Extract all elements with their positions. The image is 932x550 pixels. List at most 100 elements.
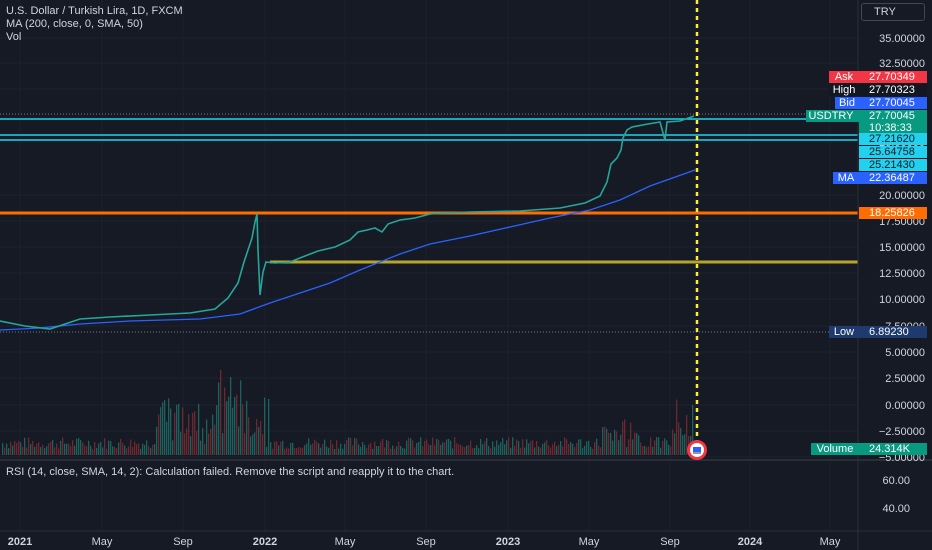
volume-bar — [300, 447, 302, 455]
volume-bar — [294, 447, 296, 455]
volume-bar — [554, 441, 556, 455]
volume-bar — [584, 445, 586, 455]
volume-bar — [312, 443, 314, 455]
volume-bar — [86, 446, 88, 455]
volume-bar — [248, 417, 250, 455]
volume-bar — [108, 440, 110, 455]
volume-bar — [674, 433, 676, 455]
volume-bars — [2, 369, 696, 455]
price-axis-label: 15.00000 — [879, 242, 925, 254]
volume-bar — [220, 369, 222, 455]
volume-bar — [428, 444, 430, 455]
bid-value: 27.70045 — [869, 97, 915, 109]
price-axis-label: −2.50000 — [879, 426, 925, 438]
volume-bar — [430, 445, 432, 455]
price-axis-label: 10.00000 — [879, 294, 925, 306]
volume-bar — [158, 414, 160, 455]
symbol-title[interactable]: U.S. Dollar / Turkish Lira, 1D, FXCM — [6, 5, 183, 17]
volume-bar — [80, 440, 82, 455]
volume-bar — [124, 445, 126, 455]
event-flag-icon[interactable] — [687, 440, 707, 460]
volume-bar — [368, 444, 370, 455]
rsi-axis[interactable]: 60.00 40.00 — [882, 475, 910, 515]
level-tag-2: 25.64758 — [859, 146, 927, 158]
volume-bar — [502, 438, 504, 455]
volume-bar — [510, 447, 512, 455]
price-candles-line[interactable] — [0, 115, 695, 330]
volume-bar — [434, 445, 436, 455]
volume-bar — [150, 448, 152, 455]
symbol-label: USDTRY — [808, 110, 854, 122]
volume-bar — [42, 444, 44, 455]
volume-bar — [306, 443, 308, 455]
volume-bar — [56, 443, 58, 455]
volume-bar — [376, 446, 378, 455]
volume-bar — [214, 424, 216, 455]
volume-bar — [4, 447, 6, 455]
volume-bar — [450, 440, 452, 455]
countdown-value: 10:38:33 — [869, 122, 912, 134]
volume-bar — [330, 439, 332, 455]
volume-bar — [630, 422, 632, 455]
volume-bar — [52, 439, 54, 455]
volume-bar — [236, 394, 238, 455]
volume-bar — [470, 440, 472, 455]
volume-bar — [16, 443, 18, 455]
volume-bar — [582, 447, 584, 455]
volume-bar — [534, 447, 536, 455]
volume-bar — [114, 446, 116, 455]
volume-bar — [106, 448, 108, 455]
volume-bar — [494, 446, 496, 455]
time-axis[interactable]: 2021 May Sep 2022 May Sep 2023 May Sep 2024 May — [8, 536, 841, 548]
volume-bar — [458, 444, 460, 455]
volume-bar — [62, 437, 64, 455]
volume-bar — [290, 443, 292, 455]
volume-bar — [486, 438, 488, 455]
volume-bar — [136, 444, 138, 455]
volume-bar — [360, 446, 362, 455]
volume-bar — [142, 443, 144, 455]
volume-bar — [116, 448, 118, 455]
time-axis-label: 2022 — [253, 536, 277, 548]
volume-bar — [650, 437, 652, 455]
volume-bar — [548, 445, 550, 455]
volume-bar — [226, 401, 228, 455]
volume-bar — [620, 434, 622, 455]
volume-bar — [200, 440, 202, 455]
volume-bar — [468, 444, 470, 455]
volume-bar — [574, 446, 576, 455]
volume-bar — [658, 437, 660, 455]
volume-bar — [454, 437, 456, 455]
volume-bar — [396, 446, 398, 455]
volume-bar — [78, 437, 80, 455]
volume-bar — [328, 447, 330, 455]
volume-bar — [28, 437, 30, 455]
volume-bar — [592, 448, 594, 455]
volume-bar — [504, 444, 506, 455]
volume-bar — [90, 445, 92, 455]
volume-bar — [212, 414, 214, 455]
volume-bar — [488, 446, 490, 455]
volume-bar — [188, 414, 190, 455]
volume-bar — [500, 442, 502, 455]
volume-indicator-label[interactable]: Vol — [6, 31, 22, 43]
volume-bar — [572, 443, 574, 455]
time-axis-label: Sep — [173, 536, 193, 548]
level-value-2: 25.64758 — [869, 146, 915, 158]
volume-bar — [100, 441, 102, 455]
ma-indicator-label[interactable]: MA (200, close, 0, SMA, 50) — [6, 18, 143, 30]
volume-bar — [178, 403, 180, 455]
volume-bar — [586, 441, 588, 455]
volume-bar — [20, 442, 22, 455]
volume-bar — [82, 442, 84, 455]
volume-bar — [568, 443, 570, 455]
volume-bar — [544, 442, 546, 455]
currency-button[interactable]: TRY — [861, 3, 925, 21]
moving-average-line[interactable] — [0, 169, 696, 331]
volume-bar — [562, 446, 564, 455]
volume-bar — [522, 439, 524, 455]
volume-bar — [460, 444, 462, 455]
price-axis-label: 12.50000 — [879, 268, 925, 280]
volume-bar — [348, 437, 350, 455]
